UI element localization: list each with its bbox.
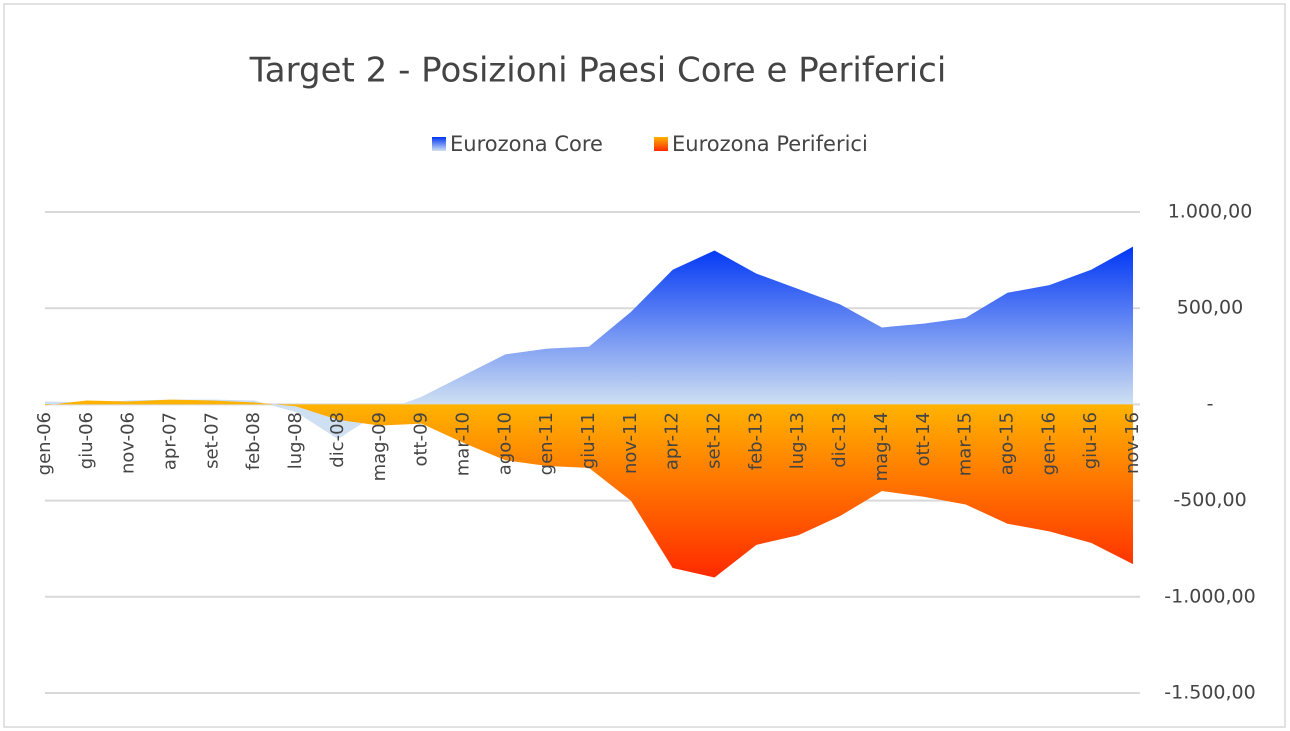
x-tick-label: ago-10 bbox=[494, 412, 515, 475]
x-tick-label: mar-15 bbox=[955, 412, 976, 476]
legend-label: Eurozona Periferici bbox=[672, 132, 868, 156]
x-tick-label: mag-09 bbox=[369, 412, 390, 481]
x-tick-label: mar-10 bbox=[452, 412, 473, 476]
x-tick-label: set-12 bbox=[704, 412, 725, 469]
x-tick-label: gen-06 bbox=[34, 412, 55, 475]
x-tick-label: feb-13 bbox=[745, 412, 766, 470]
x-tick-label: ott-09 bbox=[411, 412, 432, 467]
x-tick-label: lug-08 bbox=[285, 412, 306, 469]
x-tick-label: dic-13 bbox=[829, 412, 850, 468]
area bbox=[45, 399, 1133, 578]
legend-swatch bbox=[654, 137, 668, 151]
x-tick-label: nov-16 bbox=[1122, 412, 1143, 474]
area bbox=[45, 246, 1133, 440]
x-tick-label: mag-14 bbox=[871, 412, 892, 481]
x-tick-label: gen-16 bbox=[1038, 412, 1059, 475]
y-tick-label: 1.000,00 bbox=[1168, 201, 1253, 223]
y-tick-label: -1.500,00 bbox=[1164, 682, 1255, 704]
x-tick-label: apr-12 bbox=[662, 412, 683, 470]
legend-swatch bbox=[432, 137, 446, 151]
x-tick-label: gen-11 bbox=[536, 412, 557, 475]
x-tick-label: nov-06 bbox=[118, 412, 139, 474]
x-tick-label: giu-16 bbox=[1080, 412, 1101, 469]
y-tick-label: - bbox=[1207, 393, 1214, 415]
x-tick-label: set-07 bbox=[201, 412, 222, 469]
x-tick-label: nov-11 bbox=[620, 412, 641, 474]
y-tick-label: 500,00 bbox=[1177, 297, 1243, 319]
x-tick-label: giu-11 bbox=[578, 412, 599, 469]
x-tick-label: dic-08 bbox=[327, 412, 348, 468]
x-tick-label: lug-13 bbox=[787, 412, 808, 469]
x-tick-label: giu-06 bbox=[76, 412, 97, 469]
x-tick-label: apr-07 bbox=[160, 412, 181, 470]
y-tick-label: -1.000,00 bbox=[1164, 585, 1255, 607]
x-tick-label: feb-08 bbox=[243, 412, 264, 470]
legend-label: Eurozona Core bbox=[450, 132, 603, 156]
chart-title: Target 2 - Posizioni Paesi Core e Perife… bbox=[249, 51, 947, 91]
x-tick-label: ago-15 bbox=[996, 412, 1017, 475]
y-tick-label: -500,00 bbox=[1173, 489, 1246, 511]
x-tick-label: ott-14 bbox=[913, 412, 934, 467]
